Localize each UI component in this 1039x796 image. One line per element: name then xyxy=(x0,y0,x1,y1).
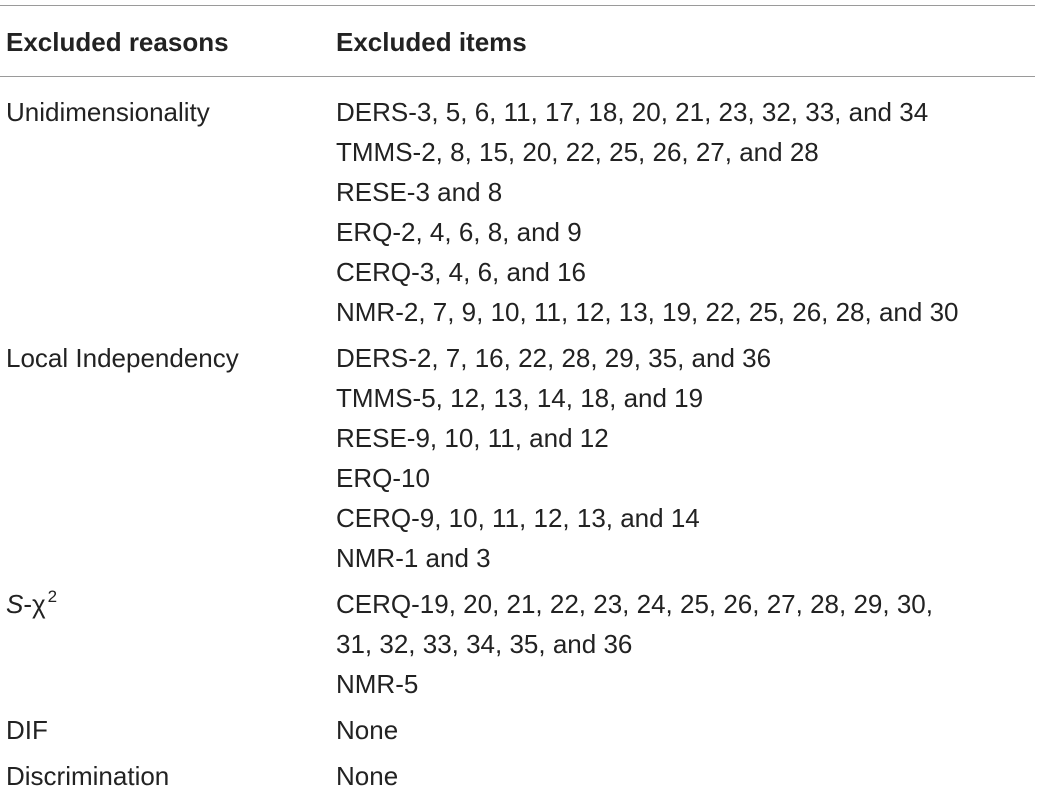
item-line: CERQ-19, 20, 21, 22, 23, 24, 25, 26, 27,… xyxy=(336,589,933,619)
reason-superscript: 2 xyxy=(47,587,58,606)
table-row: Discrimination None xyxy=(0,756,1039,796)
reason-cell: Unidimensionality xyxy=(6,97,210,127)
table-row: DIF None xyxy=(0,710,1039,750)
reason-dash-chi: -χ xyxy=(23,589,46,619)
table-body: Unidimensionality DERS-3, 5, 6, 11, 17, … xyxy=(0,92,1039,796)
reason-s: S xyxy=(6,589,24,619)
items-cell: None xyxy=(336,710,1036,750)
item-line: RESE-9, 10, 11, and 12 xyxy=(336,423,609,453)
table-row: S-χ 2 CERQ-19, 20, 21, 22, 23, 24, 25, 26… xyxy=(0,584,1039,704)
items-cell: CERQ-19, 20, 21, 22, 23, 24, 25, 26, 27,… xyxy=(336,584,1036,704)
reason-cell: DIF xyxy=(6,715,48,745)
table-header: Excluded reasons Excluded items xyxy=(0,22,1035,62)
top-rule xyxy=(0,5,1035,6)
item-line: CERQ-3, 4, 6, and 16 xyxy=(336,257,587,287)
item-line: NMR-2, 7, 9, 10, 11, 12, 13, 19, 22, 25,… xyxy=(336,297,959,327)
reason-cell: Discrimination xyxy=(6,761,170,791)
item-line: TMMS-2, 8, 15, 20, 22, 25, 26, 27, and 2… xyxy=(336,137,819,167)
item-line: CERQ-9, 10, 11, 12, 13, and 14 xyxy=(336,503,700,533)
item-line: None xyxy=(336,715,399,745)
item-line: ERQ-10 xyxy=(336,463,430,493)
items-cell: DERS-3, 5, 6, 11, 17, 18, 20, 21, 23, 32… xyxy=(336,92,1036,332)
item-line: TMMS-5, 12, 13, 14, 18, and 19 xyxy=(336,383,704,413)
reason-cell: Local Independency xyxy=(6,343,239,373)
item-line: None xyxy=(336,761,399,791)
item-line: DERS-3, 5, 6, 11, 17, 18, 20, 21, 23, 32… xyxy=(336,97,929,127)
table-row: Unidimensionality DERS-3, 5, 6, 11, 17, … xyxy=(0,92,1039,332)
item-line: NMR-1 and 3 xyxy=(336,543,491,573)
table-row: Local Independency DERS-2, 7, 16, 22, 28… xyxy=(0,338,1039,578)
item-line: DERS-2, 7, 16, 22, 28, 29, 35, and 36 xyxy=(336,343,772,373)
items-cell: None xyxy=(336,756,1036,796)
header-excluded-reasons: Excluded reasons xyxy=(6,27,229,57)
items-cell: DERS-2, 7, 16, 22, 28, 29, 35, and 36 TM… xyxy=(336,338,1036,578)
item-line: RESE-3 and 8 xyxy=(336,177,503,207)
reason-cell-s-chi-square: S-χ 2 xyxy=(0,584,336,704)
item-line: NMR-5 xyxy=(336,669,419,699)
header-rule xyxy=(0,76,1035,77)
header-excluded-items: Excluded items xyxy=(336,27,527,57)
item-line: 31, 32, 33, 34, 35, and 36 xyxy=(336,629,633,659)
item-line: ERQ-2, 4, 6, 8, and 9 xyxy=(336,217,582,247)
